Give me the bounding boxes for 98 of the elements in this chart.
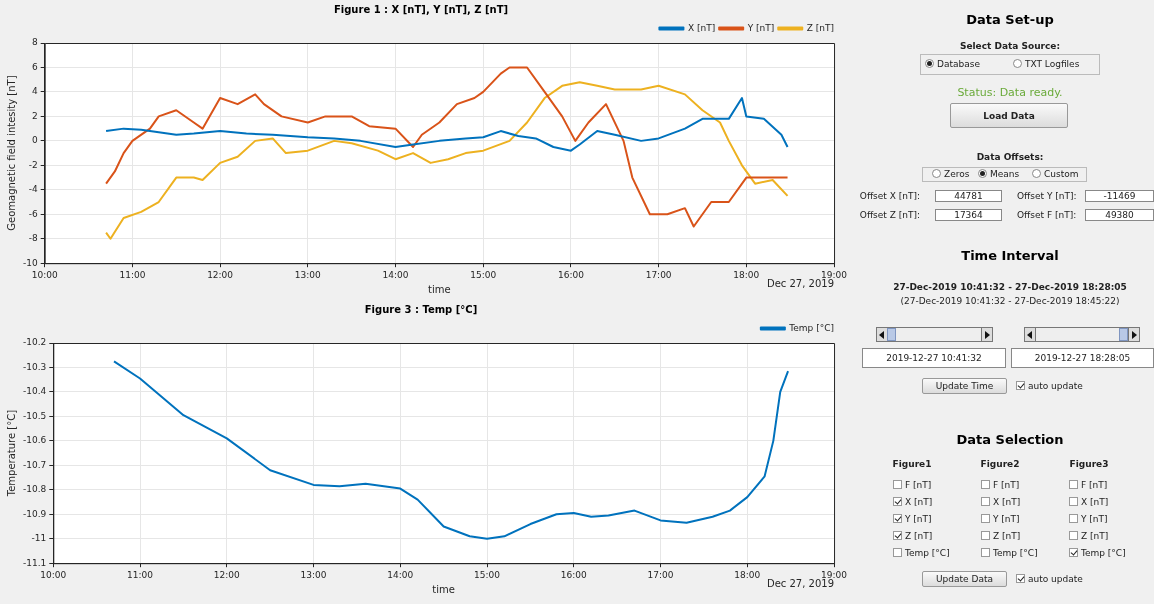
text: Y [nT]: [1081, 514, 1108, 524]
x-tick-label: 12:00: [213, 569, 241, 580]
text: Temp [°C]: [905, 548, 950, 558]
x-tick-label: 19:00: [821, 269, 848, 280]
text: 27-Dec-2019 10:41:32 - 27-Dec-2019 18:28:05: [893, 282, 1127, 292]
y-tick-label: -11.1: [22, 557, 47, 568]
text: 17364: [954, 210, 983, 220]
text: Offset F [nT]:: [1017, 210, 1077, 220]
x-tick-label: 19:00: [821, 569, 848, 580]
y-tick-label: -10.5: [22, 410, 47, 421]
x-tick-label: 18:00: [734, 569, 761, 580]
x-tick-label: 16:00: [557, 269, 585, 280]
y-axis-title: Geomagnetic field intesity [nT]: [5, 75, 17, 231]
y-tick-label: 6: [31, 61, 38, 72]
text: X [nT]: [905, 497, 933, 507]
legend-label: X [nT]: [687, 22, 716, 33]
y-tick-label: -10.7: [22, 459, 47, 470]
text: Custom: [1044, 169, 1079, 179]
text: Y [nT]: [993, 514, 1020, 524]
x-tick-label: 17:00: [645, 269, 672, 280]
text: Select Data Source:: [959, 41, 1061, 51]
caption: Figure3: [1069, 459, 1109, 469]
x-tick-label: 11:00: [119, 269, 146, 280]
x-tick-label: 16:00: [560, 569, 588, 580]
x-tick-label: 11:00: [127, 569, 154, 580]
text: Zeros: [944, 169, 970, 179]
text: Dec 27, 2019: [766, 577, 835, 589]
chart-title: Figure 1 : X [nT], Y [nT], Z [nT]: [333, 3, 509, 15]
x-axis-title: time: [432, 583, 455, 595]
y-tick-label: -10.2: [22, 337, 47, 348]
text: 44781: [954, 191, 983, 201]
x-tick-label: 15:00: [474, 569, 501, 580]
text: Data Selection: [956, 432, 1064, 447]
caption: Figure1: [892, 459, 932, 469]
y-axis-title: Temperature [°C]: [5, 409, 17, 498]
text: X [nT]: [993, 497, 1021, 507]
y-tick-label: -10.6: [22, 435, 47, 446]
text: Data Set-up: [966, 12, 1054, 27]
text: 49380: [1105, 210, 1134, 220]
legend-label: Temp [°C]: [788, 322, 834, 333]
y-tick-label: -10: [23, 257, 38, 268]
x-tick-label: 13:00: [300, 569, 327, 580]
y-tick-label: -2: [28, 159, 38, 170]
button: Load Data: [950, 103, 1068, 128]
text: X [nT]: [1081, 497, 1109, 507]
text: Z [nT]: [993, 531, 1021, 541]
text: F [nT]: [905, 480, 932, 490]
y-tick-label: 0: [31, 135, 38, 146]
y-tick-label: -10.8: [22, 484, 47, 495]
text: Data Offsets:: [976, 152, 1044, 162]
y-tick-label: 4: [31, 86, 38, 97]
text: auto update: [1028, 381, 1083, 391]
text: Offset Z [nT]:: [859, 210, 920, 220]
x-tick-label: 15:00: [470, 269, 497, 280]
text: Dec 27, 2019: [766, 277, 835, 289]
y-tick-label: -8: [28, 233, 38, 244]
x-tick-label: 14:00: [382, 269, 409, 280]
x-tick-label: 17:00: [647, 569, 674, 580]
text: F [nT]: [1081, 480, 1108, 490]
text: TXT Logfiles: [1025, 59, 1080, 69]
text: Temp [°C]: [1081, 548, 1126, 558]
text: 2019-12-27 10:41:32: [886, 353, 982, 363]
text: Z [nT]: [1081, 531, 1109, 541]
x-tick-label: 10:00: [31, 269, 58, 280]
text: Z [nT]: [905, 531, 933, 541]
button: Update Time: [922, 378, 1007, 394]
text: Y [nT]: [905, 514, 932, 524]
y-tick-label: 8: [31, 37, 38, 48]
y-tick-label: -10.3: [22, 361, 47, 372]
x-tick-label: 14:00: [387, 569, 414, 580]
text: Offset X [nT]:: [859, 191, 920, 201]
text: F [nT]: [993, 480, 1020, 490]
text: -11469: [1103, 191, 1136, 201]
text: 2019-12-27 18:28:05: [1034, 353, 1131, 363]
y-tick-label: -11: [31, 533, 47, 544]
text: (27-Dec-2019 10:41:32 - 27-Dec-2019 18:45:22): [900, 296, 1120, 306]
text: Database: [937, 59, 980, 69]
y-tick-label: -10.4: [22, 386, 47, 397]
text: Temp [°C]: [993, 548, 1038, 558]
text: Offset Y [nT]:: [1017, 191, 1077, 201]
button: Update Data: [922, 571, 1007, 587]
caption: Figure2: [980, 459, 1020, 469]
y-tick-label: 2: [31, 110, 38, 121]
x-tick-label: 18:00: [733, 269, 760, 280]
x-axis-title: time: [428, 283, 451, 295]
y-tick-label: -10.9: [22, 508, 47, 519]
chart-title: Figure 3 : Temp [°C]: [364, 303, 478, 315]
x-tick-label: 10:00: [40, 569, 67, 580]
x-tick-label: 12:00: [207, 269, 234, 280]
legend-label: Z [nT]: [806, 22, 835, 33]
legend-label: Y [nT]: [746, 22, 775, 33]
text: Means: [990, 169, 1020, 179]
text: Status: Data ready.: [957, 86, 1063, 99]
text: Time Interval: [961, 248, 1059, 263]
x-tick-label: 13:00: [294, 269, 322, 280]
y-tick-label: -6: [28, 208, 38, 219]
y-tick-label: -4: [28, 184, 38, 195]
text: auto update: [1028, 574, 1083, 584]
